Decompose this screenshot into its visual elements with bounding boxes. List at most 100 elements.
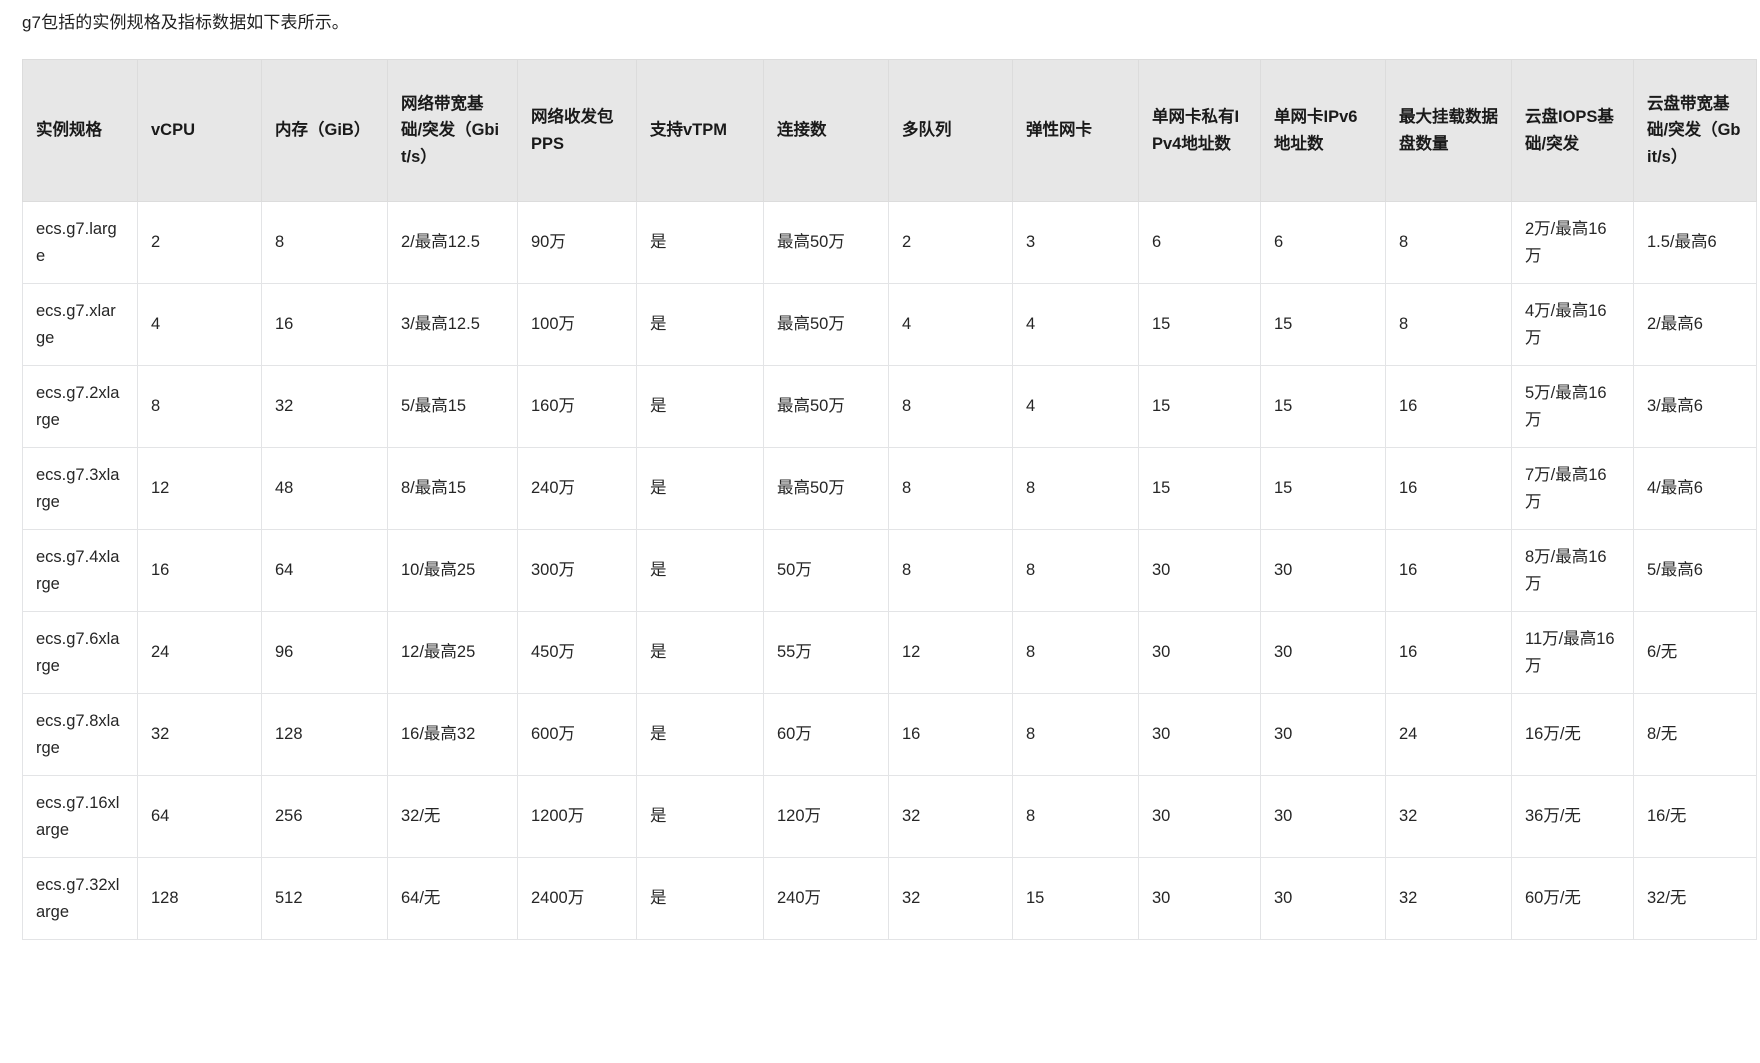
cell-private-ipv4-per-eni: 6 <box>1138 201 1261 285</box>
table-row: ecs.g7.3xlarge 12 48 8/最高15 240万 是 最高50万… <box>22 447 1757 531</box>
column-header-instance-type: 实例规格 <box>22 59 138 203</box>
column-header-max-data-disks: 最大挂载数据盘数量 <box>1385 59 1512 203</box>
cell-memory: 96 <box>261 611 388 695</box>
cell-vtpm-support: 是 <box>636 365 764 449</box>
cell-disk-iops: 5万/最高16万 <box>1511 365 1634 449</box>
cell-disk-bandwidth: 3/最高6 <box>1633 365 1757 449</box>
cell-ipv6-per-eni: 6 <box>1260 201 1386 285</box>
cell-disk-bandwidth: 6/无 <box>1633 611 1757 695</box>
cell-network-bandwidth: 3/最高12.5 <box>387 283 518 367</box>
cell-vtpm-support: 是 <box>636 201 764 285</box>
table-row: ecs.g7.6xlarge 24 96 12/最高25 450万 是 55万 … <box>22 611 1757 695</box>
cell-disk-iops: 11万/最高16万 <box>1511 611 1634 695</box>
cell-enis: 8 <box>1012 447 1139 531</box>
column-header-memory: 内存（GiB） <box>261 59 388 203</box>
cell-disk-bandwidth: 2/最高6 <box>1633 283 1757 367</box>
cell-network-bandwidth: 5/最高15 <box>387 365 518 449</box>
cell-ipv6-per-eni: 30 <box>1260 775 1386 859</box>
cell-queues: 16 <box>888 693 1013 777</box>
cell-vcpu: 4 <box>137 283 262 367</box>
spec-table-container: 实例规格 vCPU 内存（GiB） 网络带宽基础/突发（Gbit/s） 网络收发… <box>22 59 1757 941</box>
column-header-vtpm-support: 支持vTPM <box>636 59 764 203</box>
cell-max-data-disks: 8 <box>1385 201 1512 285</box>
cell-private-ipv4-per-eni: 30 <box>1138 857 1261 941</box>
cell-ipv6-per-eni: 30 <box>1260 529 1386 613</box>
table-row: ecs.g7.2xlarge 8 32 5/最高15 160万 是 最高50万 … <box>22 365 1757 449</box>
cell-max-data-disks: 24 <box>1385 693 1512 777</box>
cell-queues: 8 <box>888 447 1013 531</box>
cell-enis: 15 <box>1012 857 1139 941</box>
cell-ipv6-per-eni: 15 <box>1260 365 1386 449</box>
cell-instance-type: ecs.g7.8xlarge <box>22 693 138 777</box>
cell-private-ipv4-per-eni: 30 <box>1138 693 1261 777</box>
cell-vcpu: 12 <box>137 447 262 531</box>
table-body: ecs.g7.large 2 8 2/最高12.5 90万 是 最高50万 2 … <box>22 201 1757 941</box>
cell-max-data-disks: 16 <box>1385 447 1512 531</box>
cell-connections: 最高50万 <box>763 365 889 449</box>
cell-queues: 32 <box>888 857 1013 941</box>
cell-network-pps: 100万 <box>517 283 637 367</box>
cell-private-ipv4-per-eni: 30 <box>1138 529 1261 613</box>
cell-connections: 最高50万 <box>763 283 889 367</box>
cell-enis: 8 <box>1012 611 1139 695</box>
cell-queues: 4 <box>888 283 1013 367</box>
cell-max-data-disks: 32 <box>1385 775 1512 859</box>
cell-network-pps: 160万 <box>517 365 637 449</box>
table-row: ecs.g7.large 2 8 2/最高12.5 90万 是 最高50万 2 … <box>22 201 1757 285</box>
cell-vtpm-support: 是 <box>636 283 764 367</box>
cell-connections: 最高50万 <box>763 201 889 285</box>
cell-disk-iops: 8万/最高16万 <box>1511 529 1634 613</box>
cell-max-data-disks: 8 <box>1385 283 1512 367</box>
table-row: ecs.g7.32xlarge 128 512 64/无 2400万 是 240… <box>22 857 1757 941</box>
cell-vcpu: 64 <box>137 775 262 859</box>
cell-instance-type: ecs.g7.xlarge <box>22 283 138 367</box>
document-page: g7包括的实例规格及指标数据如下表所示。 实例规格 vCPU 内存（GiB） 网… <box>0 9 1760 1063</box>
table-header-row: 实例规格 vCPU 内存（GiB） 网络带宽基础/突发（Gbit/s） 网络收发… <box>22 59 1757 203</box>
cell-network-pps: 600万 <box>517 693 637 777</box>
cell-vcpu: 8 <box>137 365 262 449</box>
cell-memory: 256 <box>261 775 388 859</box>
cell-enis: 4 <box>1012 283 1139 367</box>
cell-disk-iops: 36万/无 <box>1511 775 1634 859</box>
table-row: ecs.g7.16xlarge 64 256 32/无 1200万 是 120万… <box>22 775 1757 859</box>
cell-instance-type: ecs.g7.32xlarge <box>22 857 138 941</box>
cell-vtpm-support: 是 <box>636 447 764 531</box>
cell-connections: 60万 <box>763 693 889 777</box>
cell-instance-type: ecs.g7.large <box>22 201 138 285</box>
table-row: ecs.g7.4xlarge 16 64 10/最高25 300万 是 50万 … <box>22 529 1757 613</box>
cell-disk-bandwidth: 32/无 <box>1633 857 1757 941</box>
cell-vtpm-support: 是 <box>636 857 764 941</box>
cell-vtpm-support: 是 <box>636 611 764 695</box>
cell-vcpu: 128 <box>137 857 262 941</box>
cell-instance-type: ecs.g7.4xlarge <box>22 529 138 613</box>
cell-memory: 32 <box>261 365 388 449</box>
cell-memory: 64 <box>261 529 388 613</box>
cell-disk-iops: 16万/无 <box>1511 693 1634 777</box>
cell-disk-bandwidth: 8/无 <box>1633 693 1757 777</box>
cell-network-bandwidth: 32/无 <box>387 775 518 859</box>
column-header-private-ipv4-per-eni: 单网卡私有IPv4地址数 <box>1138 59 1261 203</box>
cell-disk-iops: 7万/最高16万 <box>1511 447 1634 531</box>
column-header-disk-iops: 云盘IOPS基础/突发 <box>1511 59 1634 203</box>
cell-ipv6-per-eni: 30 <box>1260 611 1386 695</box>
instance-spec-table: 实例规格 vCPU 内存（GiB） 网络带宽基础/突发（Gbit/s） 网络收发… <box>22 59 1757 941</box>
cell-enis: 8 <box>1012 529 1139 613</box>
cell-ipv6-per-eni: 30 <box>1260 693 1386 777</box>
cell-vcpu: 24 <box>137 611 262 695</box>
cell-ipv6-per-eni: 15 <box>1260 283 1386 367</box>
cell-connections: 55万 <box>763 611 889 695</box>
cell-max-data-disks: 32 <box>1385 857 1512 941</box>
cell-vcpu: 2 <box>137 201 262 285</box>
cell-disk-bandwidth: 5/最高6 <box>1633 529 1757 613</box>
column-header-ipv6-per-eni: 单网卡IPv6地址数 <box>1260 59 1386 203</box>
cell-network-pps: 1200万 <box>517 775 637 859</box>
cell-queues: 8 <box>888 365 1013 449</box>
cell-max-data-disks: 16 <box>1385 529 1512 613</box>
cell-enis: 4 <box>1012 365 1139 449</box>
cell-enis: 3 <box>1012 201 1139 285</box>
column-header-network-pps: 网络收发包PPS <box>517 59 637 203</box>
cell-memory: 16 <box>261 283 388 367</box>
cell-ipv6-per-eni: 30 <box>1260 857 1386 941</box>
cell-vcpu: 32 <box>137 693 262 777</box>
cell-queues: 2 <box>888 201 1013 285</box>
